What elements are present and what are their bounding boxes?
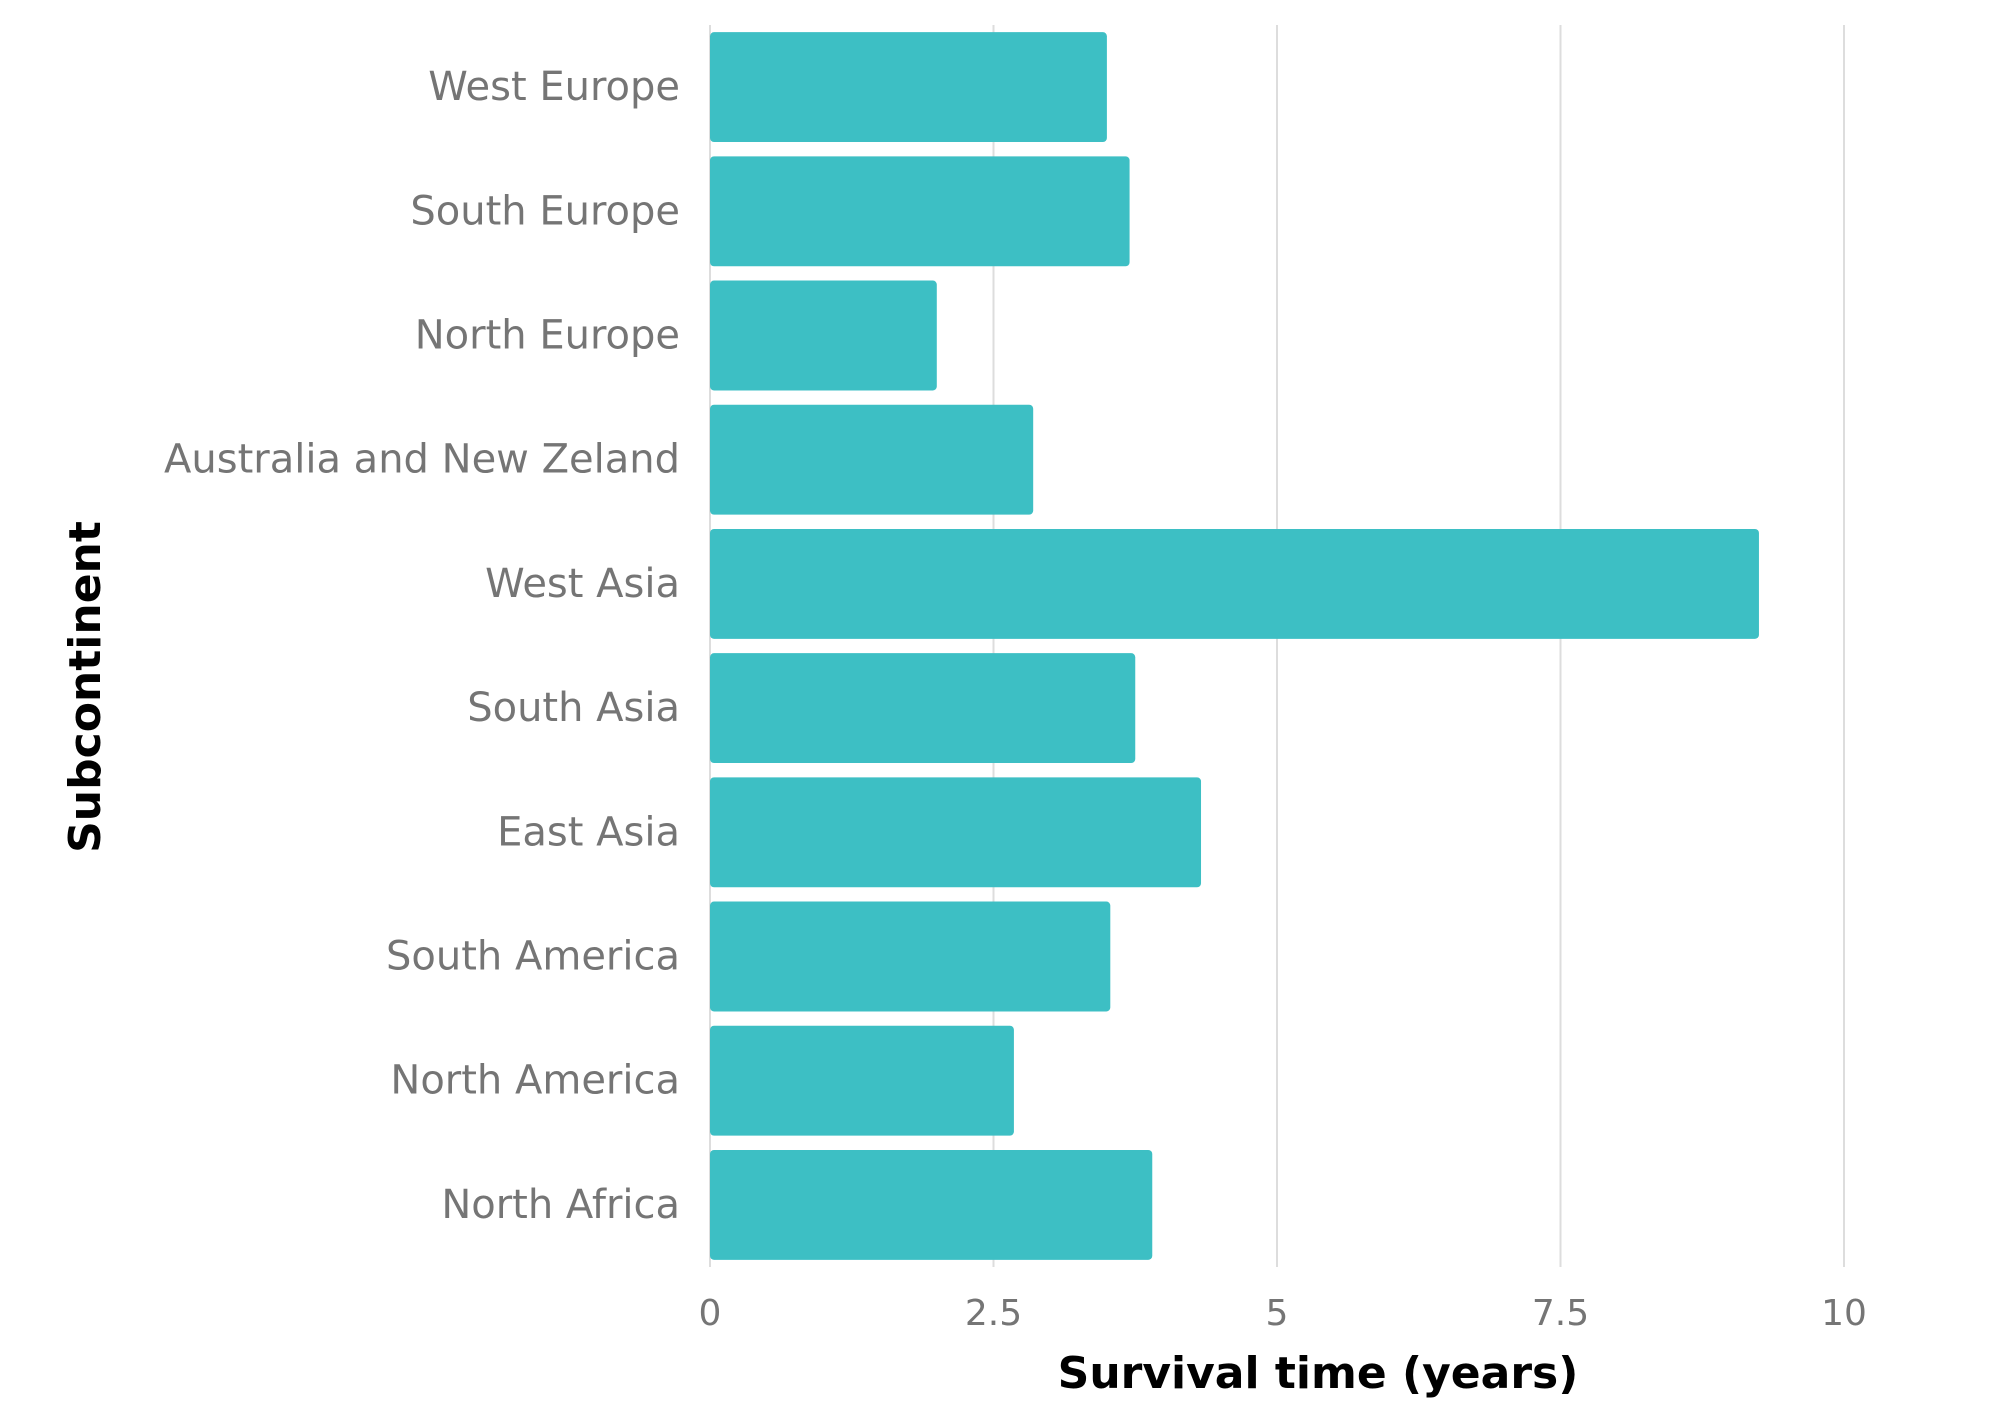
category-label: North Europe xyxy=(415,313,680,359)
bar xyxy=(710,280,937,391)
y-axis-title: Subcontinent xyxy=(60,521,111,853)
category-label: Australia and New Zeland xyxy=(164,437,680,483)
bar xyxy=(710,653,1136,764)
category-label: North America xyxy=(390,1058,680,1104)
bar xyxy=(710,1149,1153,1260)
category-labels: West Europe South Europe North Europe Austr… xyxy=(164,64,680,1228)
x-axis-title: Survival time (years) xyxy=(1058,1348,1579,1399)
bar xyxy=(710,404,1034,515)
bar xyxy=(710,528,1759,639)
category-label: South Asia xyxy=(467,685,680,731)
x-tick-label: 10 xyxy=(1821,1293,1867,1334)
x-tick-label: 7.5 xyxy=(1532,1293,1589,1334)
bar xyxy=(710,1025,1014,1136)
bar xyxy=(710,156,1130,267)
category-label: East Asia xyxy=(497,809,680,855)
bar xyxy=(710,901,1111,1012)
x-tick-labels: 0 2.5 5 7.5 10 xyxy=(699,1293,1867,1334)
bar xyxy=(710,32,1107,143)
x-tick-label: 5 xyxy=(1266,1293,1289,1334)
x-tick-label: 0 xyxy=(699,1293,722,1334)
category-label: West Europe xyxy=(428,64,680,110)
x-tick-label: 2.5 xyxy=(965,1293,1022,1334)
bar xyxy=(710,777,1202,888)
category-label: West Asia xyxy=(485,561,680,607)
category-label: South Europe xyxy=(410,188,680,234)
category-label: North Africa xyxy=(441,1182,680,1228)
bars xyxy=(710,32,1759,1260)
category-label: South America xyxy=(386,934,680,980)
